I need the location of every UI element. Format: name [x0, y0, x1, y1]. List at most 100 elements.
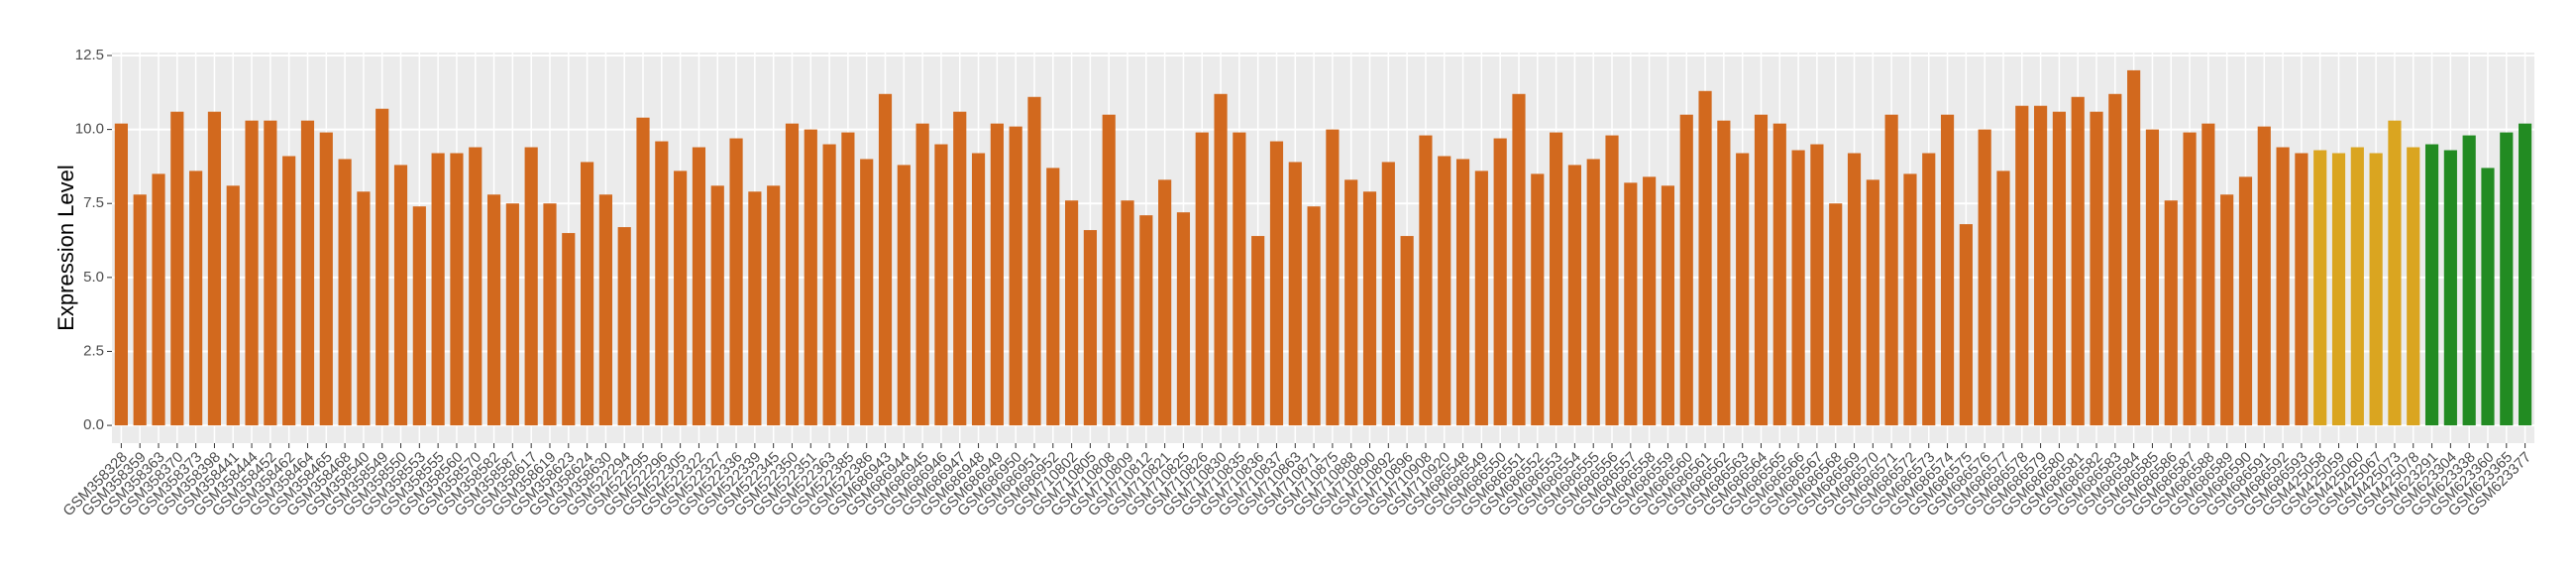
- bar: [1978, 129, 1991, 426]
- bar: [1810, 144, 1824, 426]
- bar: [562, 233, 576, 426]
- bar: [357, 191, 371, 426]
- bar: [2238, 176, 2253, 426]
- bar: [2164, 200, 2178, 426]
- bar: [2090, 111, 2103, 426]
- bar: [841, 132, 855, 426]
- bar: [1176, 212, 1191, 426]
- bar: [1493, 138, 1507, 426]
- bar: [245, 120, 259, 426]
- bar: [1381, 162, 1395, 426]
- bar: [393, 165, 408, 426]
- bar: [934, 144, 948, 426]
- bar: [674, 171, 688, 426]
- bar: [1344, 179, 1358, 426]
- bar: [2500, 132, 2514, 426]
- bar: [1772, 123, 1786, 426]
- bar: [2388, 120, 2402, 426]
- y-axis-label: Expression Level: [54, 165, 78, 331]
- bar: [1455, 159, 1470, 426]
- bar: [376, 108, 389, 426]
- bar: [2015, 105, 2029, 426]
- bar: [1251, 236, 1265, 426]
- bar: [1531, 173, 1545, 426]
- bar: [598, 194, 612, 426]
- bar: [1829, 203, 1843, 426]
- bar: [1027, 96, 1041, 426]
- bar: [1754, 114, 1769, 426]
- bar: [2257, 126, 2271, 426]
- bar: [1139, 215, 1153, 426]
- bar: [2424, 144, 2439, 426]
- bar: [2519, 123, 2532, 426]
- bar: [915, 123, 929, 426]
- bar: [2201, 123, 2215, 426]
- bar: [2052, 111, 2066, 426]
- bar: [1326, 129, 1340, 426]
- bar: [953, 111, 967, 426]
- bar: [2481, 168, 2495, 426]
- bar: [1121, 200, 1134, 426]
- bar: [1605, 135, 1619, 426]
- bar: [1269, 141, 1284, 426]
- bar: [1046, 168, 1060, 426]
- bar: [971, 153, 986, 426]
- bar: [2443, 150, 2457, 426]
- bar: [524, 147, 538, 426]
- bar: [2145, 129, 2160, 426]
- bar: [655, 141, 669, 426]
- bar: [282, 156, 296, 426]
- bar: [1996, 171, 2010, 426]
- bar: [114, 123, 128, 426]
- bar: [226, 185, 240, 426]
- bar: [1065, 200, 1079, 426]
- bar: [1903, 173, 1917, 426]
- bar: [1550, 132, 1563, 426]
- bar: [1307, 206, 1321, 426]
- bar: [1586, 159, 1600, 426]
- bar: [338, 159, 352, 426]
- bar: [692, 147, 706, 426]
- bar: [505, 203, 519, 426]
- bar: [785, 123, 800, 426]
- bar: [431, 153, 445, 426]
- bar: [1419, 135, 1433, 426]
- bar: [1195, 132, 1209, 426]
- bar: [1624, 182, 1638, 426]
- bar: [2183, 132, 2197, 426]
- bar: [1400, 236, 1414, 426]
- bar: [1866, 179, 1879, 426]
- bar: [1214, 93, 1228, 426]
- bar: [1884, 114, 1898, 426]
- bar: [2034, 105, 2048, 426]
- bar: [860, 159, 874, 426]
- bar: [897, 165, 911, 426]
- y-tick-label: 10.0: [75, 121, 104, 138]
- bar: [152, 173, 165, 426]
- bar: [1288, 162, 1302, 426]
- bar: [1698, 90, 1712, 426]
- y-tick-label: 0.0: [83, 416, 104, 433]
- bar: [469, 147, 483, 426]
- bar: [1438, 156, 1451, 426]
- bar: [543, 203, 557, 426]
- bar: [1661, 185, 1675, 426]
- bar: [1512, 93, 1526, 426]
- bar: [1009, 126, 1022, 426]
- y-tick-label: 12.5: [75, 47, 104, 63]
- bar: [412, 206, 426, 426]
- bar: [2350, 147, 2364, 426]
- bar: [1567, 165, 1581, 426]
- bar: [2220, 194, 2234, 426]
- bar: [990, 123, 1004, 426]
- bar: [1233, 132, 1246, 426]
- bar: [264, 120, 277, 426]
- bar: [319, 132, 333, 426]
- bar: [1679, 114, 1693, 426]
- bar: [2276, 147, 2290, 426]
- bar: [300, 120, 315, 426]
- bar: [1940, 114, 1955, 426]
- bar: [636, 117, 650, 426]
- bar: [1083, 230, 1097, 426]
